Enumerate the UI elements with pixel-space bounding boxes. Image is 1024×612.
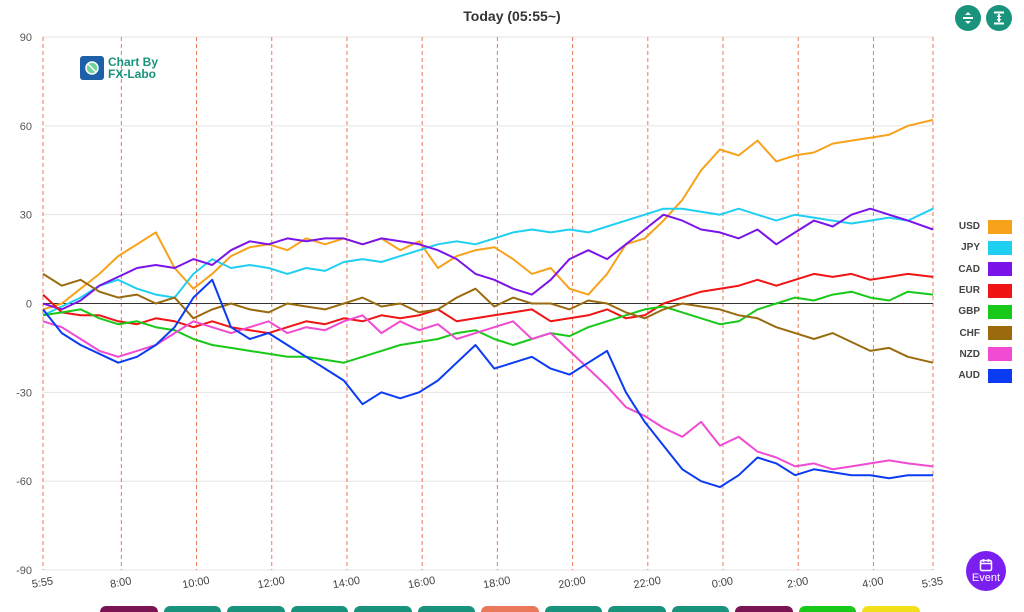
x-tick-label: 0:00: [711, 575, 734, 591]
series-line-chf: [42, 273, 934, 364]
y-tick-label: 60: [20, 121, 32, 133]
event-button[interactable]: Event: [966, 551, 1006, 591]
series-line-gbp: [42, 290, 934, 364]
legend-item-jpy[interactable]: JPY: [942, 237, 1012, 258]
legend-label: NZD: [959, 348, 980, 360]
legend-swatch: [988, 240, 1012, 255]
x-tick-label: 12:00: [257, 575, 286, 592]
x-tick-label: 2:00: [786, 575, 809, 591]
bottom-tab-strip: [100, 606, 920, 612]
legend: USD JPY CAD EUR GBP CHF NZD AUD: [942, 216, 1012, 386]
legend-label: GBP: [958, 306, 980, 318]
x-tick-label: 4:00: [861, 575, 884, 591]
x-tick-label: 5:35: [921, 575, 944, 591]
x-tick-label: 22:00: [633, 575, 662, 592]
series-line-jpy: [42, 207, 934, 317]
expand-vertical-icon: [994, 11, 1004, 25]
legend-item-gbp[interactable]: GBP: [942, 301, 1012, 322]
x-tick-labels: 5:55 8:00 10:00 12:00 14:00 16:00 18:00 20:00 22…: [31, 575, 944, 592]
split-vertical-button[interactable]: [955, 5, 981, 31]
legend-label: CHF: [959, 327, 980, 339]
legend-swatch: [988, 347, 1012, 362]
legend-swatch: [988, 262, 1012, 277]
y-tick-label: 0: [26, 299, 32, 311]
series-line-aud: [42, 278, 933, 489]
x-tick-label: 8:00: [109, 575, 132, 591]
legend-label: CAD: [958, 263, 980, 275]
legend-item-cad[interactable]: CAD: [942, 259, 1012, 280]
logo-line2: FX-Labo: [108, 67, 156, 81]
series-line-cad: [42, 207, 934, 311]
legend-label: AUD: [958, 370, 980, 382]
legend-item-eur[interactable]: EUR: [942, 280, 1012, 301]
chart-title: Today (05:55~): [463, 8, 561, 24]
legend-item-chf[interactable]: CHF: [942, 322, 1012, 343]
calendar-icon: [979, 559, 993, 572]
y-tick-label: -90: [16, 565, 32, 577]
x-tick-label: 20:00: [557, 575, 586, 592]
y-tick-label: -60: [16, 476, 32, 488]
x-tick-label: 10:00: [181, 575, 210, 592]
expand-vertical-button[interactable]: [986, 5, 1012, 31]
series-lines: [42, 118, 934, 489]
legend-item-nzd[interactable]: NZD: [942, 344, 1012, 365]
y-tick-label: -30: [16, 387, 32, 399]
event-button-label: Event: [971, 572, 1001, 584]
legend-swatch: [988, 283, 1012, 298]
legend-label: JPY: [961, 242, 980, 254]
y-tick-labels: 90 60 30 0 -30 -60 -90: [16, 32, 32, 577]
fx-labo-logo: Chart By FX-Labo: [80, 56, 158, 80]
logo-line1: Chart By: [108, 55, 159, 69]
legend-label: EUR: [958, 285, 980, 297]
legend-label: USD: [958, 221, 980, 233]
series-line-nzd: [42, 314, 934, 471]
y-tick-label: 90: [20, 32, 32, 44]
logo-icon: [80, 56, 104, 80]
legend-swatch: [988, 368, 1012, 383]
x-tick-label: 16:00: [407, 575, 436, 592]
legend-swatch: [988, 219, 1012, 234]
legend-swatch: [988, 326, 1012, 341]
legend-swatch: [988, 304, 1012, 319]
x-tick-label: 5:55: [31, 575, 54, 591]
series-line-eur: [42, 272, 934, 335]
x-tick-label: 14:00: [332, 575, 361, 592]
y-tick-label: 30: [20, 210, 32, 222]
split-vertical-icon: [963, 12, 973, 24]
x-tick-label: 18:00: [482, 575, 511, 592]
series-line-usd: [42, 118, 934, 311]
legend-item-usd[interactable]: USD: [942, 216, 1012, 237]
legend-item-aud[interactable]: AUD: [942, 365, 1012, 386]
